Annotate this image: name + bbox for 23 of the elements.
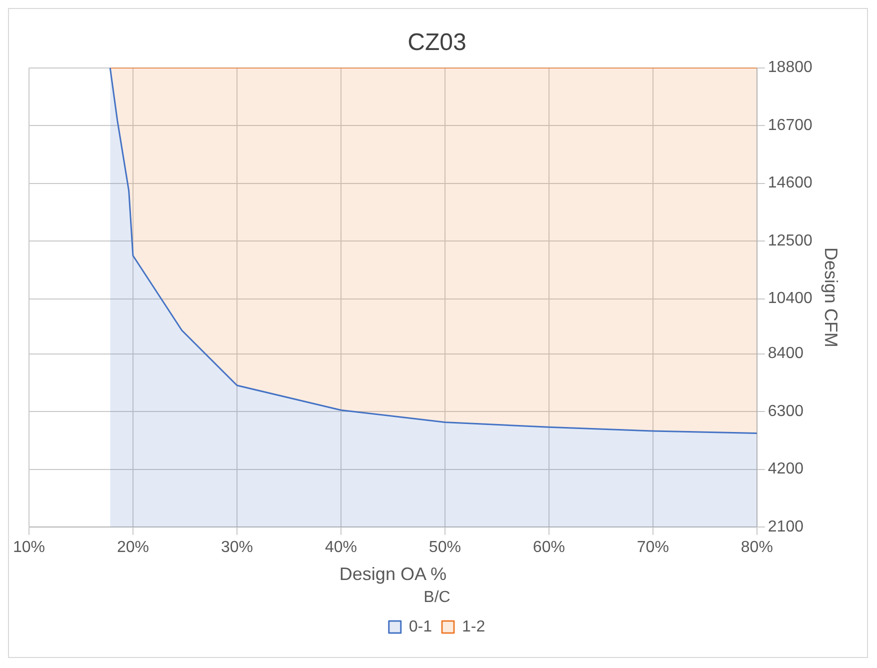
x-tick-label: 20%	[116, 539, 149, 556]
x-tick-label: 80%	[740, 539, 773, 556]
chart-title: CZ03	[408, 29, 466, 56]
y-tick-label: 14600	[768, 174, 812, 192]
y-tick-label: 8400	[768, 345, 804, 362]
legend-label: 0-1	[408, 618, 432, 636]
y-tick-label: 6300	[768, 402, 804, 420]
y-tick-label: 18800	[768, 59, 812, 76]
y-axis-title: Design CFM	[821, 247, 842, 348]
legend-label: 1-2	[462, 618, 486, 636]
y-tick-label: 2100	[768, 518, 804, 536]
y-tick-label: 12500	[768, 232, 812, 250]
x-tick-label: 60%	[532, 539, 565, 556]
x-tick-label: 70%	[636, 539, 669, 556]
x-tick-label: 10%	[12, 539, 46, 556]
x-tick-label: 50%	[428, 539, 461, 556]
y-tick-label: 10400	[768, 290, 812, 308]
x-tick-label: 40%	[324, 539, 357, 556]
legend-title: B/C	[424, 589, 450, 606]
y-tick-label: 16700	[768, 116, 812, 134]
x-tick-label: 30%	[220, 539, 253, 556]
y-tick-label: 4200	[768, 460, 804, 478]
x-axis-title: Design OA %	[339, 564, 446, 584]
